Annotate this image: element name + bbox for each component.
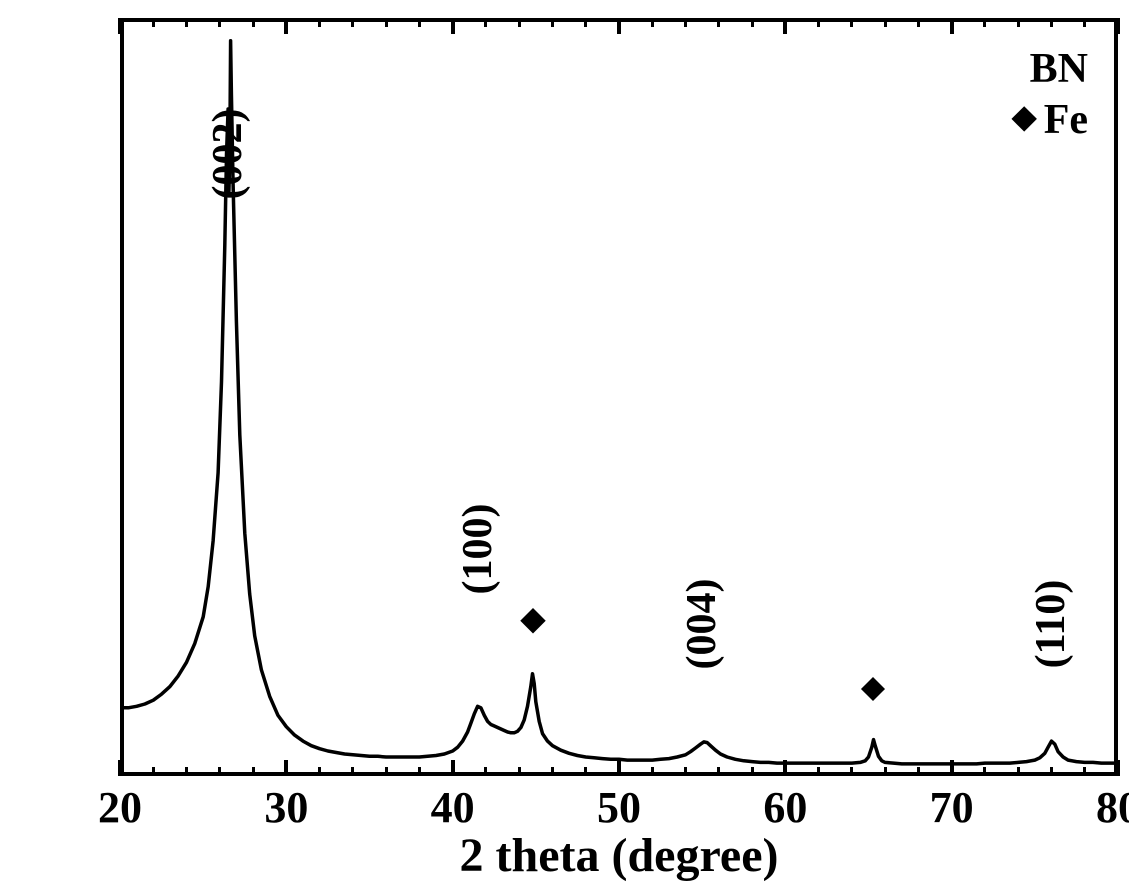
peak-label: (004) bbox=[678, 579, 726, 670]
xrd-chart: Intensity(a.u.) 2 theta (degree) 2030405… bbox=[0, 0, 1129, 879]
legend-label: BN bbox=[1030, 45, 1088, 93]
legend: BNFe bbox=[1015, 44, 1088, 145]
peak-label: (002) bbox=[204, 109, 252, 200]
diamond-icon bbox=[1012, 107, 1038, 133]
peak-label: (100) bbox=[454, 503, 502, 594]
peak-label: (110) bbox=[1027, 580, 1075, 669]
xrd-pattern-line bbox=[0, 0, 1129, 879]
legend-label: Fe bbox=[1044, 96, 1088, 144]
